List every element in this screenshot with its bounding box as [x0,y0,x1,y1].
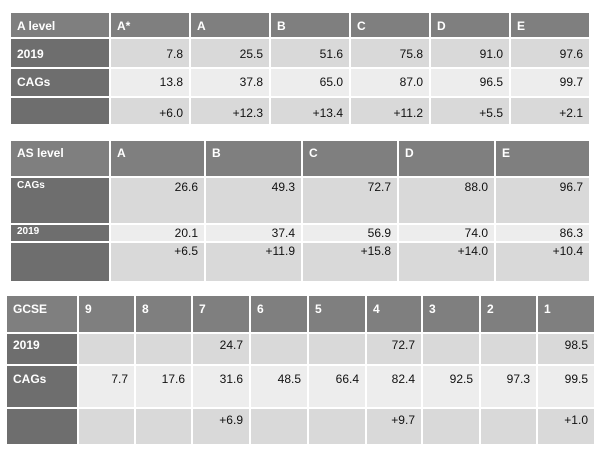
header-cell: 4 [366,295,422,333]
header-cell: D [430,12,510,38]
row-label: CAGs [10,177,110,224]
row-label: 2019 [6,333,78,365]
data-cell [135,408,192,445]
data-cell: +13.4 [270,97,350,125]
data-cell: 86.3 [495,224,590,242]
header-cell: AS level [10,140,110,177]
data-cell [422,333,480,365]
row-label [6,408,78,445]
data-cell: 49.3 [205,177,302,224]
row-label: CAGs [6,365,78,408]
data-cell: 7.7 [78,365,135,408]
data-cell: +5.5 [430,97,510,125]
data-cell [480,408,537,445]
data-cell: 65.0 [270,68,350,97]
data-cell [308,333,366,365]
data-cell: 97.6 [510,38,590,68]
row-label [10,97,110,125]
header-cell: 6 [250,295,308,333]
header-cell: 7 [192,295,250,333]
data-cell: 98.5 [537,333,595,365]
data-cell [78,333,135,365]
data-cell: 92.5 [422,365,480,408]
data-cell: 13.8 [110,68,190,97]
data-cell: 24.7 [192,333,250,365]
data-cell: +15.8 [302,242,398,282]
data-cell: 99.5 [537,365,595,408]
data-cell [250,408,308,445]
header-cell: 1 [537,295,595,333]
data-cell: 87.0 [350,68,430,97]
data-cell: 96.7 [495,177,590,224]
data-cell [422,408,480,445]
data-cell: 97.3 [480,365,537,408]
header-cell: 3 [422,295,480,333]
data-cell: 72.7 [302,177,398,224]
header-cell: 2 [480,295,537,333]
data-cell: 74.0 [398,224,495,242]
data-cell: 25.5 [190,38,270,68]
header-cell: A* [110,12,190,38]
data-cell: +10.4 [495,242,590,282]
data-cell: 7.8 [110,38,190,68]
data-cell [308,408,366,445]
data-cell: 75.8 [350,38,430,68]
data-cell: +11.9 [205,242,302,282]
data-cell: +11.2 [350,97,430,125]
data-cell: 20.1 [110,224,205,242]
data-cell: 56.9 [302,224,398,242]
header-cell: E [510,12,590,38]
header-cell: 9 [78,295,135,333]
data-cell [480,333,537,365]
data-cell: 51.6 [270,38,350,68]
row-label: 2019 [10,224,110,242]
header-cell: C [350,12,430,38]
header-cell: 8 [135,295,192,333]
header-cell: B [205,140,302,177]
row-label: 2019 [10,38,110,68]
data-cell: +6.9 [192,408,250,445]
data-cell: 66.4 [308,365,366,408]
data-cell: 91.0 [430,38,510,68]
header-cell: GCSE [6,295,78,333]
data-cell: +14.0 [398,242,495,282]
data-cell: 96.5 [430,68,510,97]
data-cell [250,333,308,365]
data-cell: 82.4 [366,365,422,408]
row-label [10,242,110,282]
data-cell: 26.6 [110,177,205,224]
data-cell: 48.5 [250,365,308,408]
data-cell: 31.6 [192,365,250,408]
data-cell: +1.0 [537,408,595,445]
header-cell: D [398,140,495,177]
header-cell: C [302,140,398,177]
data-cell: 37.4 [205,224,302,242]
data-cell: 37.8 [190,68,270,97]
data-cell: +12.3 [190,97,270,125]
header-cell: 5 [308,295,366,333]
row-label: CAGs [10,68,110,97]
header-cell: B [270,12,350,38]
data-cell: 99.7 [510,68,590,97]
data-cell: +2.1 [510,97,590,125]
data-cell: +6.0 [110,97,190,125]
data-cell: +9.7 [366,408,422,445]
header-cell: A level [10,12,110,38]
data-cell: 88.0 [398,177,495,224]
data-cell: +6.5 [110,242,205,282]
header-cell: E [495,140,590,177]
data-cell: 17.6 [135,365,192,408]
header-cell: A [110,140,205,177]
data-cell [135,333,192,365]
header-cell: A [190,12,270,38]
data-cell [78,408,135,445]
data-cell: 72.7 [366,333,422,365]
